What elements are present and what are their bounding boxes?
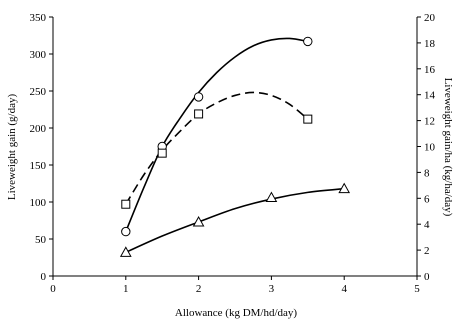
data-point-square — [157, 148, 167, 158]
series-3-line — [125, 187, 345, 254]
y2-tick-label: 4 — [424, 219, 430, 231]
y-tick-label: 0 — [41, 271, 47, 283]
y-tick-label: 100 — [30, 197, 47, 209]
data-point-circle — [193, 92, 204, 102]
y2-tick-label: 14 — [424, 90, 436, 102]
x-axis-title: Allowance (kg DM/hd/day) — [175, 307, 298, 319]
series-2-line — [125, 91, 309, 205]
x-tick-label: 2 — [196, 283, 202, 295]
series — [125, 37, 345, 254]
y-tick-label: 300 — [30, 49, 47, 61]
y-tick-label: 350 — [30, 12, 47, 24]
y-tick-label: 150 — [30, 160, 47, 172]
y2-tick-label: 6 — [424, 193, 430, 205]
y2-tick-label: 8 — [424, 167, 430, 179]
data-point-circle — [303, 36, 313, 47]
y-axis-title: Liveweight gain (g/day) — [6, 94, 18, 201]
x-tick-label: 4 — [341, 283, 347, 295]
data-point-triangle — [119, 246, 132, 257]
ticks: 0 1 2 3 4 50501001502002503003500246810121416… — [30, 12, 436, 295]
data-point-square — [194, 109, 204, 119]
y2-tick-label: 10 — [424, 142, 436, 154]
y-tick-label: 250 — [30, 86, 47, 98]
markers — [119, 36, 351, 257]
data-point-circle — [121, 226, 131, 237]
axes — [52, 17, 418, 277]
x-tick-label: 1 — [123, 283, 129, 295]
y-tick-label: 50 — [35, 234, 47, 246]
series-1-line — [125, 37, 308, 232]
y2-axis-title: Liveweight gain/ha (kg/ha/day) — [442, 78, 454, 217]
data-point-triangle — [192, 215, 205, 227]
data-point-triangle — [265, 191, 278, 203]
x-tick-label: 3 — [269, 283, 275, 295]
y2-tick-label: 0 — [424, 271, 430, 283]
y2-tick-label: 20 — [424, 12, 436, 24]
y2-tick-label: 16 — [424, 64, 436, 76]
data-point-square — [121, 199, 131, 209]
y2-tick-label: 2 — [424, 245, 430, 257]
x-tick-label: 5 — [414, 283, 420, 295]
data-point-triangle — [338, 182, 351, 194]
y-tick-label: 200 — [30, 123, 47, 135]
y2-tick-label: 18 — [424, 38, 436, 50]
data-point-square — [303, 114, 313, 124]
x-tick-label: 0 — [50, 283, 56, 295]
y2-tick-label: 12 — [424, 116, 435, 128]
